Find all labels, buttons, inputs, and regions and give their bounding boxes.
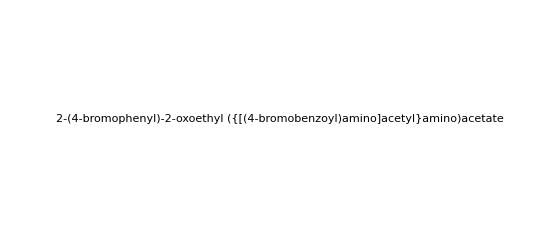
Text: 2-(4-bromophenyl)-2-oxoethyl ({[(4-bromobenzoyl)amino]acetyl}amino)acetate: 2-(4-bromophenyl)-2-oxoethyl ({[(4-bromo…	[56, 114, 504, 124]
